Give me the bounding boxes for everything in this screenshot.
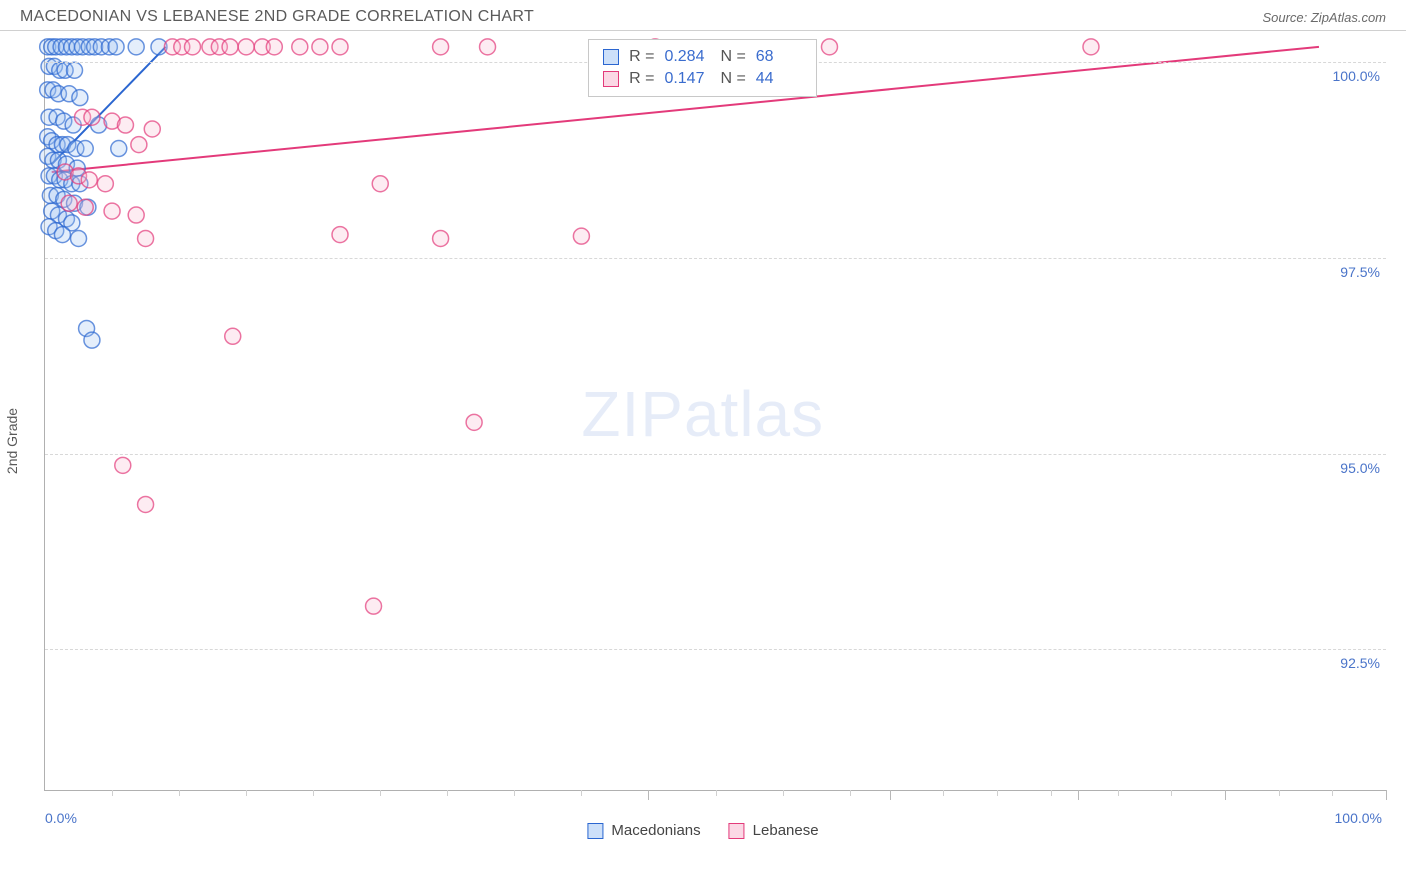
x-tick-minor xyxy=(313,790,314,796)
data-point xyxy=(72,90,88,106)
stats-n-value: 44 xyxy=(756,70,802,88)
gridline xyxy=(45,649,1386,650)
data-point xyxy=(77,199,93,215)
data-point xyxy=(117,117,133,133)
x-tick-major xyxy=(648,790,649,800)
data-point xyxy=(67,62,83,78)
data-point xyxy=(366,598,382,614)
x-tick-minor xyxy=(783,790,784,796)
x-tick-minor xyxy=(1171,790,1172,796)
x-tick-minor xyxy=(1118,790,1119,796)
data-point xyxy=(115,457,131,473)
plot-svg xyxy=(45,39,1386,790)
data-point xyxy=(292,39,308,55)
legend-swatch xyxy=(603,49,619,65)
data-point xyxy=(821,39,837,55)
data-point xyxy=(266,39,282,55)
data-point xyxy=(128,207,144,223)
x-tick-minor xyxy=(514,790,515,796)
gridline xyxy=(45,258,1386,259)
data-point xyxy=(332,227,348,243)
x-tick-minor xyxy=(1051,790,1052,796)
stats-row: R = 0.147 N = 44 xyxy=(603,68,802,90)
data-point xyxy=(81,172,97,188)
data-point xyxy=(84,109,100,125)
data-point xyxy=(77,141,93,157)
data-point xyxy=(97,176,113,192)
x-tick-major xyxy=(1386,790,1387,800)
data-point xyxy=(84,332,100,348)
gridline xyxy=(45,454,1386,455)
x-tick-label: 0.0% xyxy=(45,810,77,826)
stats-n-label: N = xyxy=(720,70,745,88)
legend-item: Lebanese xyxy=(729,822,819,839)
data-point xyxy=(238,39,254,55)
data-point xyxy=(111,141,127,157)
data-point xyxy=(138,230,154,246)
legend-swatch xyxy=(587,823,603,839)
chart-header: MACEDONIAN VS LEBANESE 2ND GRADE CORRELA… xyxy=(0,0,1406,31)
stats-n-value: 68 xyxy=(756,48,802,66)
x-tick-minor xyxy=(380,790,381,796)
data-point xyxy=(480,39,496,55)
data-point xyxy=(466,414,482,430)
stats-r-value: 0.284 xyxy=(664,48,710,66)
x-tick-major xyxy=(1225,790,1226,800)
data-point xyxy=(225,328,241,344)
legend-swatch xyxy=(729,823,745,839)
data-point xyxy=(222,39,238,55)
data-point xyxy=(573,228,589,244)
data-point xyxy=(54,227,70,243)
y-tick-label: 100.0% xyxy=(1333,68,1380,84)
stats-n-label: N = xyxy=(720,48,745,66)
stats-row: R = 0.284 N = 68 xyxy=(603,46,802,68)
x-tick-major xyxy=(890,790,891,800)
x-tick-minor xyxy=(850,790,851,796)
x-tick-minor xyxy=(943,790,944,796)
legend-label: Lebanese xyxy=(753,822,819,839)
x-tick-minor xyxy=(1332,790,1333,796)
stats-box: R = 0.284 N = 68 R = 0.147 N = 44 xyxy=(588,39,817,97)
y-axis-label: 2nd Grade xyxy=(4,408,20,474)
chart-source: Source: ZipAtlas.com xyxy=(1262,10,1386,25)
data-point xyxy=(71,230,87,246)
y-tick-label: 92.5% xyxy=(1340,655,1380,671)
x-tick-minor xyxy=(112,790,113,796)
data-point xyxy=(108,39,124,55)
x-tick-minor xyxy=(997,790,998,796)
x-tick-minor xyxy=(447,790,448,796)
data-point xyxy=(131,137,147,153)
bottom-legend: Macedonians Lebanese xyxy=(587,822,818,839)
stats-r-value: 0.147 xyxy=(664,70,710,88)
data-point xyxy=(312,39,328,55)
legend-item: Macedonians xyxy=(587,822,700,839)
data-point xyxy=(185,39,201,55)
data-point xyxy=(138,496,154,512)
data-point xyxy=(372,176,388,192)
x-tick-major xyxy=(1078,790,1079,800)
y-tick-label: 95.0% xyxy=(1340,460,1380,476)
x-tick-minor xyxy=(581,790,582,796)
legend-swatch xyxy=(603,71,619,87)
data-point xyxy=(1083,39,1099,55)
data-point xyxy=(104,203,120,219)
data-point xyxy=(433,39,449,55)
data-point xyxy=(332,39,348,55)
chart-container: 2nd Grade 92.5% 95.0% 97.5% 100.0% 0.0% 100.0… xyxy=(0,31,1406,851)
chart-title: MACEDONIAN VS LEBANESE 2ND GRADE CORRELA… xyxy=(20,8,534,26)
stats-r-label: R = xyxy=(629,48,654,66)
legend-label: Macedonians xyxy=(611,822,700,839)
x-tick-minor xyxy=(246,790,247,796)
data-point xyxy=(61,195,77,211)
stats-r-label: R = xyxy=(629,70,654,88)
x-tick-minor xyxy=(1279,790,1280,796)
data-point xyxy=(144,121,160,137)
data-point xyxy=(128,39,144,55)
x-tick-label: 100.0% xyxy=(1335,810,1382,826)
x-tick-minor xyxy=(179,790,180,796)
plot-area: 92.5%95.0%97.5%100.0%0.0%100.0%ZIPatlasR… xyxy=(44,39,1386,791)
x-tick-minor xyxy=(716,790,717,796)
y-tick-label: 97.5% xyxy=(1340,264,1380,280)
data-point xyxy=(433,230,449,246)
